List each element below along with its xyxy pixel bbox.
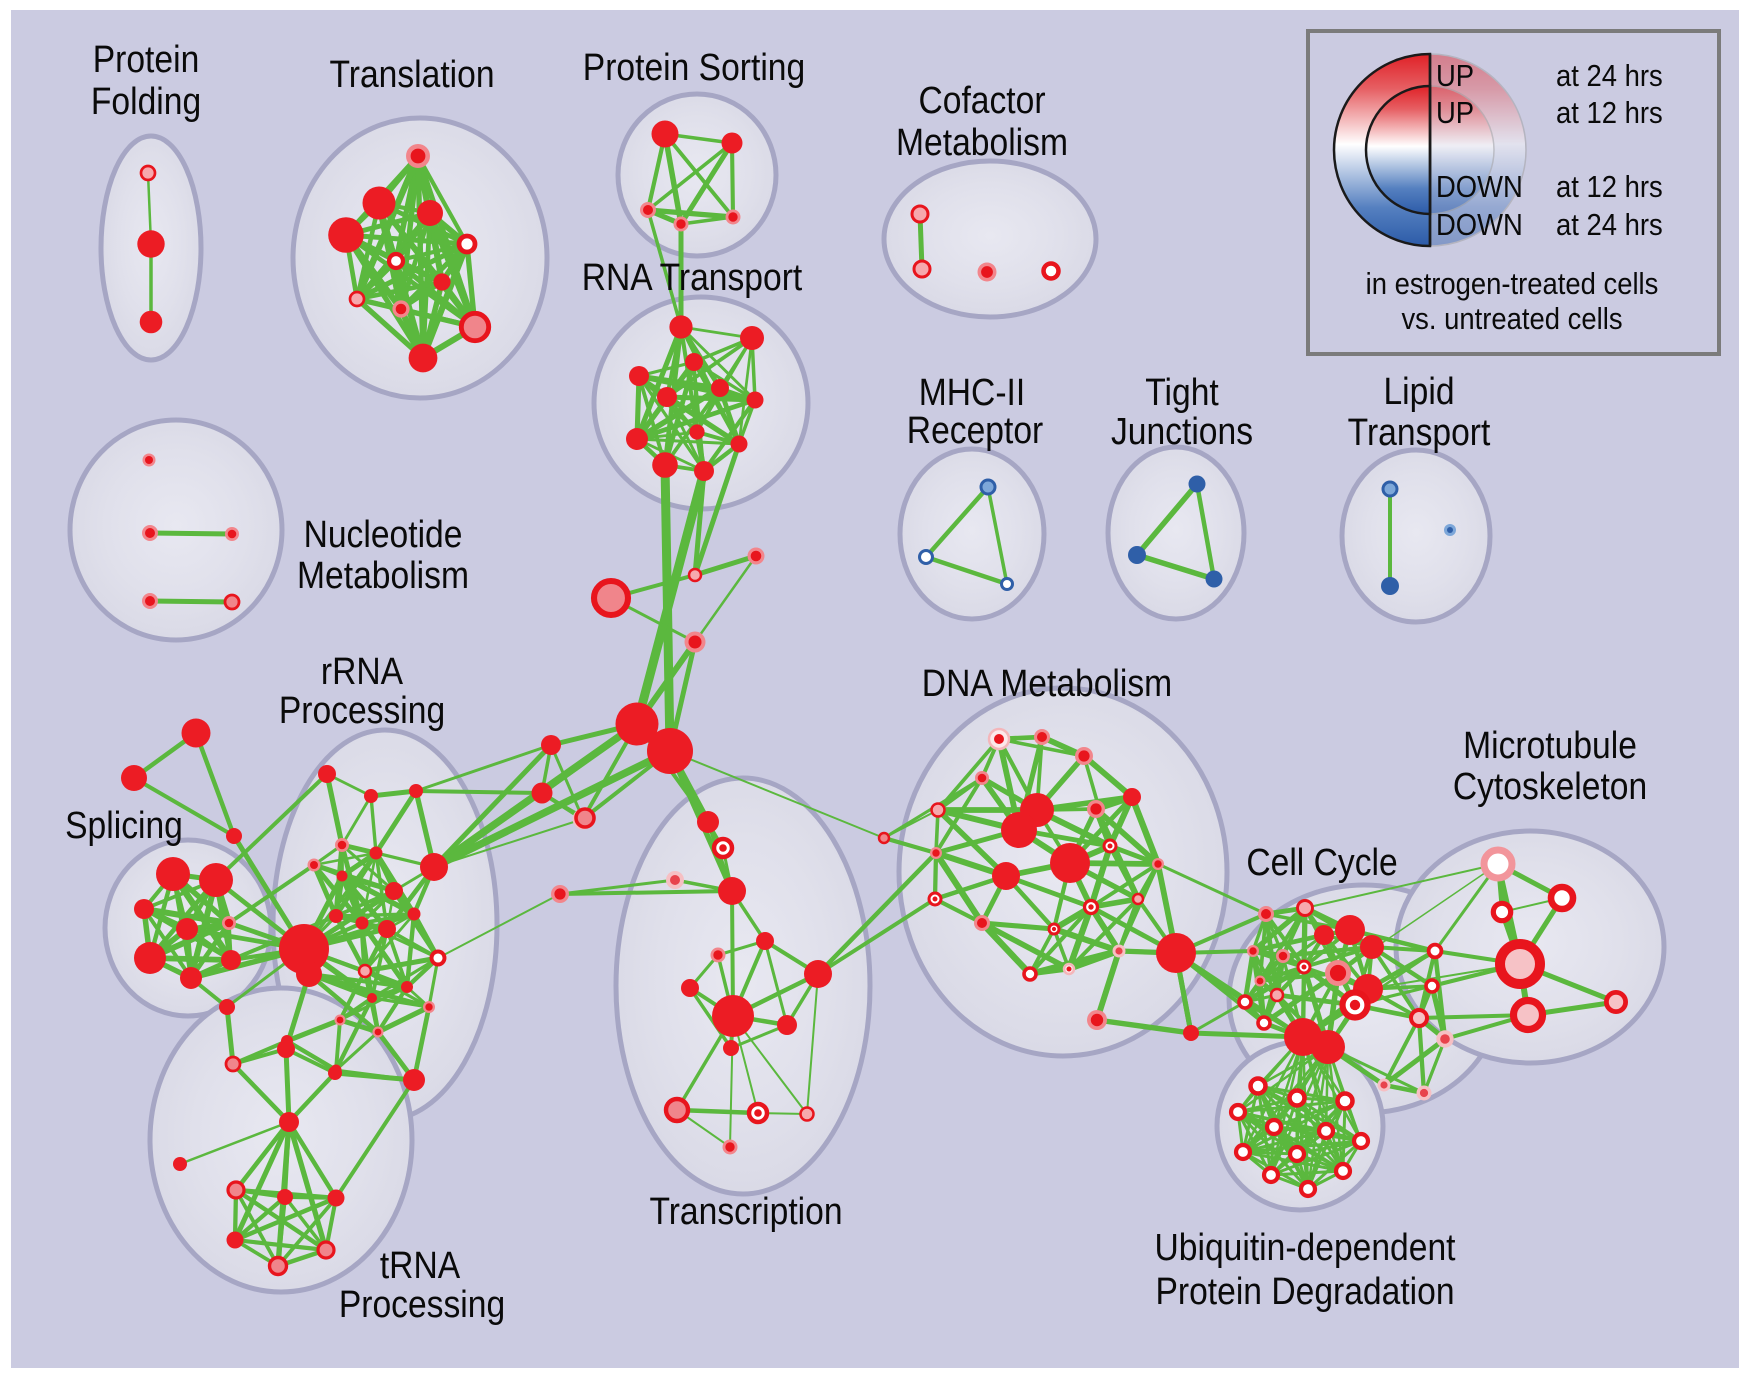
svg-text:Protein Sorting: Protein Sorting: [583, 46, 805, 88]
svg-text:RNA Transport: RNA Transport: [582, 256, 803, 298]
svg-text:Protein Degradation: Protein Degradation: [1155, 1270, 1454, 1312]
svg-text:Lipid: Lipid: [1383, 370, 1454, 412]
svg-text:Cytoskeleton: Cytoskeleton: [1453, 765, 1647, 807]
svg-text:DNA Metabolism: DNA Metabolism: [922, 662, 1172, 704]
svg-text:Transcription: Transcription: [649, 1190, 842, 1232]
svg-text:Processing: Processing: [279, 689, 445, 731]
svg-text:Cell Cycle: Cell Cycle: [1246, 841, 1397, 883]
svg-text:Splicing: Splicing: [65, 804, 183, 846]
svg-text:DOWN: DOWN: [1436, 171, 1523, 205]
svg-text:Transport: Transport: [1348, 411, 1491, 453]
svg-text:Tight: Tight: [1145, 371, 1219, 413]
svg-text:Folding: Folding: [91, 80, 201, 122]
svg-text:DOWN: DOWN: [1436, 209, 1523, 243]
svg-text:tRNA: tRNA: [380, 1244, 460, 1286]
svg-text:Processing: Processing: [339, 1283, 505, 1325]
svg-text:in estrogen-treated cells: in estrogen-treated cells: [1366, 268, 1659, 302]
svg-text:vs. untreated cells: vs. untreated cells: [1401, 303, 1622, 337]
svg-text:UP: UP: [1436, 60, 1474, 94]
svg-text:at 12 hrs: at 12 hrs: [1556, 171, 1663, 205]
svg-text:Microtubule: Microtubule: [1463, 724, 1637, 766]
svg-text:Ubiquitin-dependent: Ubiquitin-dependent: [1155, 1226, 1456, 1268]
svg-text:Junctions: Junctions: [1111, 410, 1253, 452]
svg-text:Metabolism: Metabolism: [297, 554, 469, 596]
svg-text:rRNA: rRNA: [321, 650, 403, 692]
svg-text:at 24 hrs: at 24 hrs: [1556, 60, 1663, 94]
svg-text:at 24 hrs: at 24 hrs: [1556, 209, 1663, 243]
svg-text:Receptor: Receptor: [907, 409, 1043, 451]
svg-text:Metabolism: Metabolism: [896, 121, 1068, 163]
svg-text:Nucleotide: Nucleotide: [304, 513, 463, 555]
svg-text:at 12 hrs: at 12 hrs: [1556, 97, 1663, 131]
svg-text:MHC-II: MHC-II: [919, 371, 1025, 413]
svg-text:Cofactor: Cofactor: [918, 79, 1045, 121]
svg-text:Protein: Protein: [93, 38, 200, 80]
svg-text:Translation: Translation: [329, 53, 494, 95]
svg-text:UP: UP: [1436, 97, 1474, 131]
